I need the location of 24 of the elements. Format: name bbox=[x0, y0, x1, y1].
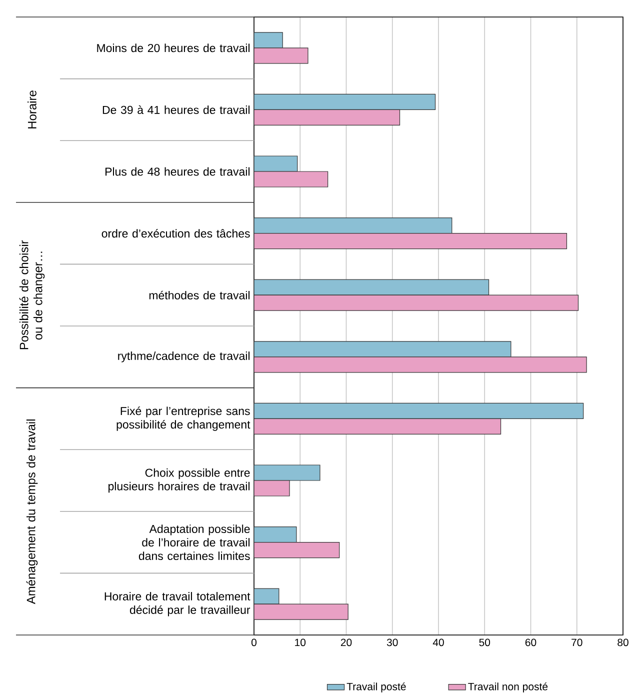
x-tick-label: 0 bbox=[251, 638, 256, 646]
x-tick-label: 10 bbox=[295, 638, 306, 646]
x-tick-label: 30 bbox=[386, 638, 398, 646]
y-tick-label: méthodes de travail bbox=[149, 290, 250, 300]
y-tick-label: Choix possible entre plusieurs horaires de travail bbox=[108, 468, 250, 493]
y-tick-label: Plus de 48 heures de travail bbox=[105, 167, 250, 176]
y-tick-label: Horaire de travail totalement décidé par le travailleur bbox=[104, 592, 250, 616]
text: Possibilité de choisir ou de changer… bbox=[19, 240, 45, 350]
y-tick-label: Adaptation possible de l’horaire de travail dans certaines limites bbox=[138, 524, 250, 560]
y-tick-label: rythme/cadence de travail bbox=[118, 352, 250, 362]
y-tick-label: ordre d’exécution des tâches bbox=[102, 229, 250, 238]
y-tick-label: Fixé par l’entreprise sans possibilité de changement bbox=[116, 406, 250, 431]
y-tick-label: Moins de 20 heures de travail bbox=[97, 44, 250, 52]
y-tick-label: De 39 à 41 heures de travail bbox=[102, 105, 250, 114]
legend-label: Travail posté bbox=[346, 682, 406, 692]
x-tick-label: 60 bbox=[525, 638, 536, 646]
x-tick-label: 50 bbox=[479, 638, 490, 646]
x-tick-label: 20 bbox=[340, 638, 352, 646]
x-tick-label: 40 bbox=[432, 638, 444, 646]
legend-label: Travail non posté bbox=[468, 682, 548, 692]
text: Aménagement du temps de travail bbox=[26, 420, 38, 604]
x-tick-label: 80 bbox=[618, 638, 628, 646]
text: Horaire bbox=[28, 90, 36, 128]
x-tick-label: 70 bbox=[572, 638, 582, 646]
